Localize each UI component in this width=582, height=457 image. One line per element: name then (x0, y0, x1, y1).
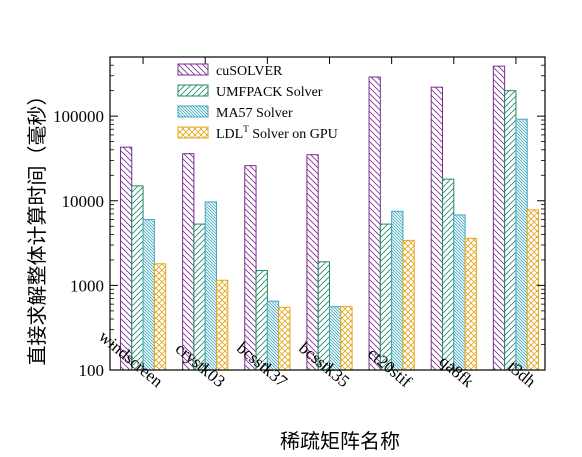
legend-label: MA57 Solver (216, 106, 293, 121)
bar-cusolver-bcsstk35 (306, 154, 319, 371)
y-tick-label: 10000 (62, 192, 105, 211)
legend-label: UMFPACK Solver (216, 85, 323, 100)
bar-ldl-t3dh (526, 209, 540, 371)
bar-ldl-bcsstk37 (278, 306, 291, 371)
bar-cusolver-crystk03 (182, 153, 195, 371)
bar-ldl-qa8fk (464, 237, 477, 371)
bar-ldl-windscreen (153, 263, 167, 371)
bars-layer (119, 65, 540, 371)
bar-ma57-solver-ct20stif (391, 210, 404, 371)
bar-cusolver-t3dh (492, 65, 506, 371)
legend-label: cuSOLVER (216, 64, 283, 79)
legend-swatch (177, 126, 209, 139)
legend-swatch (177, 105, 209, 118)
bar-cusolver-ct20stif (368, 76, 381, 371)
bar-cusolver-qa8fk (430, 86, 443, 371)
y-tick-label: 100000 (53, 107, 104, 126)
legend-swatch (177, 63, 209, 76)
y-axis-title: 直接求解整体计算时间（毫秒） (25, 86, 49, 366)
bar-ma57-solver-windscreen (142, 219, 155, 371)
bar-ldl-ct20stif (402, 239, 415, 371)
bar-ma57-solver-crystk03 (204, 201, 218, 371)
bar-umfpack-solver-windscreen (131, 185, 144, 371)
bar-umfpack-solver-t3dh (504, 90, 517, 371)
legend: cuSOLVER UMFPACK Solver MA57 Solver LDLT So… (177, 63, 338, 142)
y-tick-label: 100 (79, 361, 105, 380)
bar-umfpack-solver-qa8fk (441, 178, 455, 371)
bar-ldl-bcsstk35 (340, 306, 353, 371)
y-tick-label: 1000 (70, 276, 104, 295)
bar-cusolver-windscreen (119, 146, 133, 371)
legend-label: LDLT Solver on GPU (216, 124, 338, 142)
legend-swatch (177, 84, 209, 97)
bar-ma57-solver-qa8fk (453, 214, 466, 371)
bar-ldl-crystk03 (216, 279, 229, 371)
x-axis-title: 稀疏矩阵名称 (280, 429, 400, 453)
bar-ma57-solver-t3dh (515, 118, 528, 371)
